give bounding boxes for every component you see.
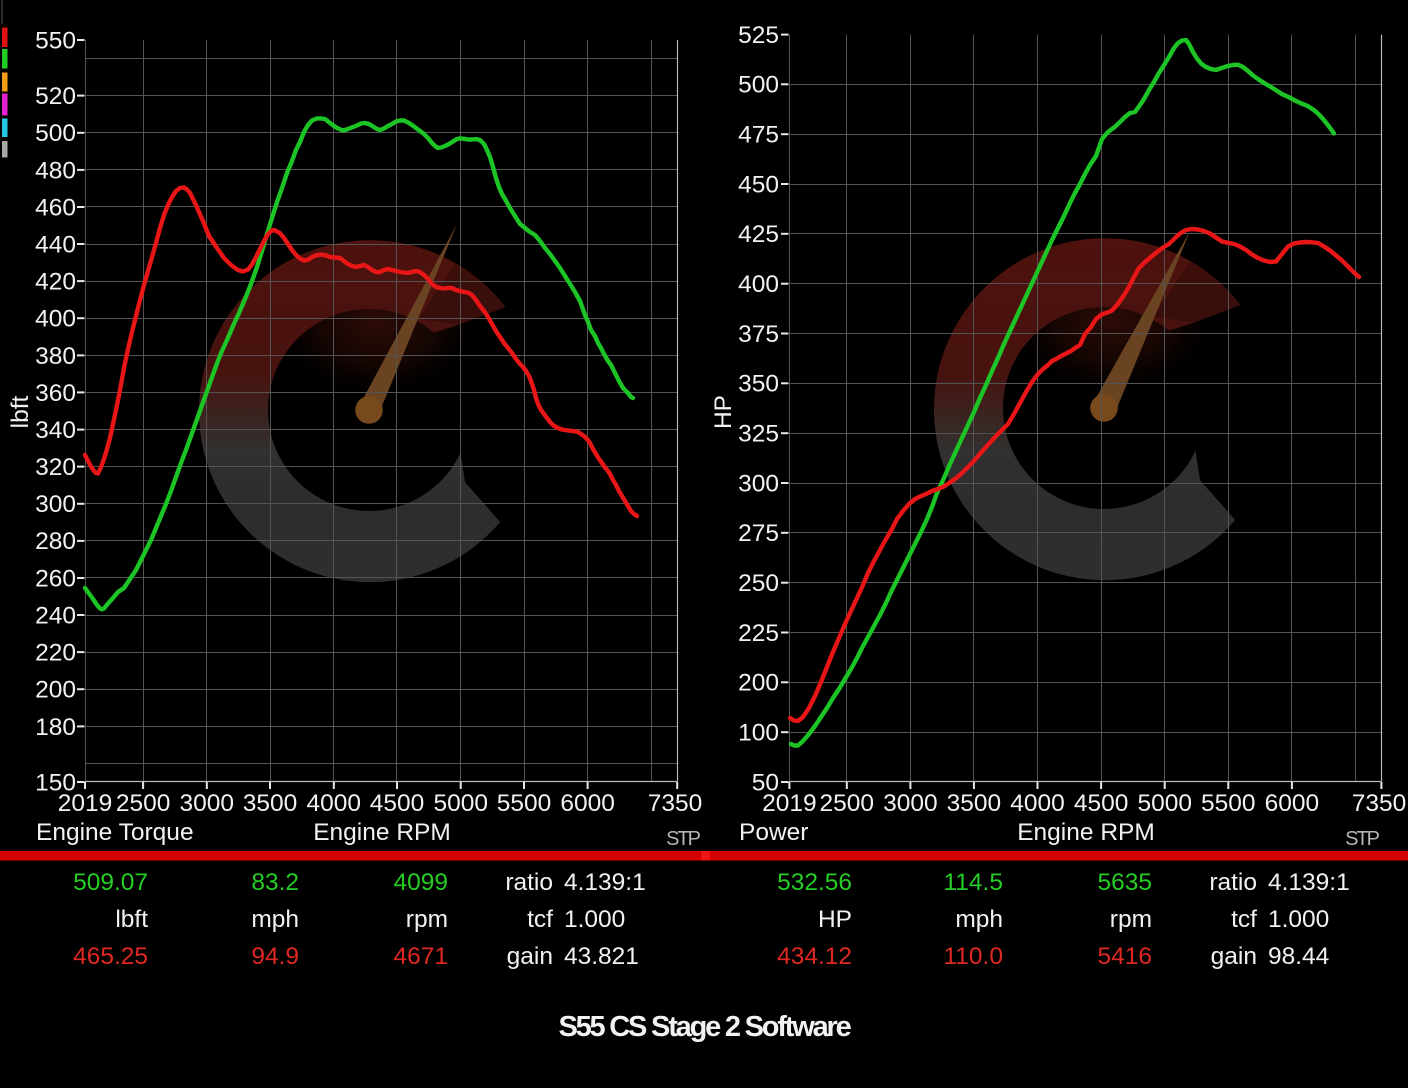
svg-text:lbft: lbft (115, 906, 148, 933)
svg-text:5500: 5500 (497, 790, 552, 817)
svg-text:2500: 2500 (820, 790, 875, 817)
svg-text:2019: 2019 (762, 790, 817, 817)
svg-text:350: 350 (738, 371, 779, 398)
svg-text:STP: STP (666, 828, 701, 850)
svg-text:rpm: rpm (406, 906, 448, 933)
svg-text:480: 480 (35, 157, 76, 184)
svg-text:114.5: 114.5 (944, 869, 1004, 896)
svg-text:1.000: 1.000 (1268, 906, 1329, 933)
svg-text:425: 425 (738, 221, 779, 248)
svg-text:220: 220 (35, 640, 76, 667)
svg-text:3500: 3500 (947, 790, 1002, 817)
svg-text:380: 380 (35, 343, 76, 370)
svg-text:325: 325 (738, 421, 779, 448)
svg-text:260: 260 (35, 565, 76, 592)
svg-text:440: 440 (35, 231, 76, 258)
svg-text:S55 CS Stage 2 Software: S55 CS Stage 2 Software (558, 1011, 851, 1043)
svg-text:6000: 6000 (560, 790, 615, 817)
svg-text:3000: 3000 (883, 790, 938, 817)
svg-text:Engine RPM: Engine RPM (1017, 819, 1155, 846)
svg-text:475: 475 (738, 122, 779, 149)
svg-text:500: 500 (738, 72, 779, 99)
svg-text:50: 50 (752, 769, 779, 796)
svg-text:2500: 2500 (116, 790, 171, 817)
svg-text:STP: STP (1345, 828, 1380, 850)
svg-text:300: 300 (35, 491, 76, 518)
svg-text:Engine Torque: Engine Torque (36, 819, 194, 846)
svg-text:mph: mph (251, 906, 299, 933)
svg-text:275: 275 (738, 520, 779, 547)
svg-text:360: 360 (35, 380, 76, 407)
svg-text:94.9: 94.9 (251, 943, 299, 970)
svg-text:4500: 4500 (370, 790, 425, 817)
svg-text:200: 200 (35, 677, 76, 704)
svg-text:3000: 3000 (180, 790, 235, 817)
svg-text:gain: gain (1211, 943, 1257, 970)
svg-text:ratio: ratio (505, 869, 553, 896)
svg-text:Engine RPM: Engine RPM (313, 819, 451, 846)
svg-text:7350: 7350 (1352, 790, 1407, 817)
svg-text:200: 200 (738, 670, 779, 697)
svg-text:550: 550 (35, 27, 76, 54)
svg-text:150: 150 (35, 769, 76, 796)
svg-text:280: 280 (35, 528, 76, 555)
svg-text:180: 180 (35, 714, 76, 741)
svg-text:HP: HP (710, 395, 737, 429)
svg-text:375: 375 (738, 321, 779, 348)
svg-text:4000: 4000 (1010, 790, 1065, 817)
svg-text:6000: 6000 (1265, 790, 1320, 817)
svg-text:mph: mph (955, 906, 1003, 933)
svg-text:400: 400 (738, 271, 779, 298)
svg-text:4.139:1: 4.139:1 (1268, 869, 1350, 896)
svg-text:2019: 2019 (58, 790, 113, 817)
svg-text:5000: 5000 (433, 790, 488, 817)
svg-text:Power: Power (739, 819, 808, 846)
svg-text:4.139:1: 4.139:1 (564, 869, 646, 896)
svg-text:450: 450 (738, 171, 779, 198)
svg-text:400: 400 (35, 306, 76, 333)
svg-text:7350: 7350 (648, 790, 703, 817)
svg-text:240: 240 (35, 602, 76, 629)
svg-text:5500: 5500 (1201, 790, 1256, 817)
svg-text:4099: 4099 (393, 869, 448, 896)
svg-text:gain: gain (507, 943, 553, 970)
svg-text:420: 420 (35, 269, 76, 296)
svg-text:5416: 5416 (1097, 943, 1152, 970)
svg-text:4000: 4000 (307, 790, 362, 817)
svg-text:tcf: tcf (1231, 906, 1257, 933)
svg-text:320: 320 (35, 454, 76, 481)
svg-text:98.44: 98.44 (1268, 943, 1329, 970)
svg-text:460: 460 (35, 194, 76, 221)
svg-text:ratio: ratio (1209, 869, 1257, 896)
svg-text:340: 340 (35, 417, 76, 444)
svg-text:1.000: 1.000 (564, 906, 625, 933)
svg-text:lbft: lbft (7, 395, 34, 428)
svg-text:83.2: 83.2 (251, 869, 299, 896)
svg-text:5635: 5635 (1097, 869, 1152, 896)
svg-text:tcf: tcf (527, 906, 553, 933)
svg-text:300: 300 (738, 470, 779, 497)
svg-text:434.12: 434.12 (777, 943, 852, 970)
svg-text:4671: 4671 (393, 943, 448, 970)
svg-text:110.0: 110.0 (944, 943, 1004, 970)
svg-text:525: 525 (738, 22, 779, 49)
svg-text:43.821: 43.821 (564, 943, 639, 970)
svg-text:3500: 3500 (243, 790, 298, 817)
svg-text:250: 250 (738, 570, 779, 597)
svg-text:225: 225 (738, 620, 779, 647)
svg-text:520: 520 (35, 83, 76, 110)
svg-text:HP: HP (818, 906, 852, 933)
svg-text:5000: 5000 (1137, 790, 1192, 817)
svg-text:465.25: 465.25 (73, 943, 148, 970)
svg-text:100: 100 (738, 720, 779, 747)
svg-text:4500: 4500 (1074, 790, 1129, 817)
svg-text:500: 500 (35, 120, 76, 147)
svg-text:rpm: rpm (1110, 906, 1152, 933)
svg-text:532.56: 532.56 (777, 869, 852, 896)
svg-text:509.07: 509.07 (73, 869, 148, 896)
